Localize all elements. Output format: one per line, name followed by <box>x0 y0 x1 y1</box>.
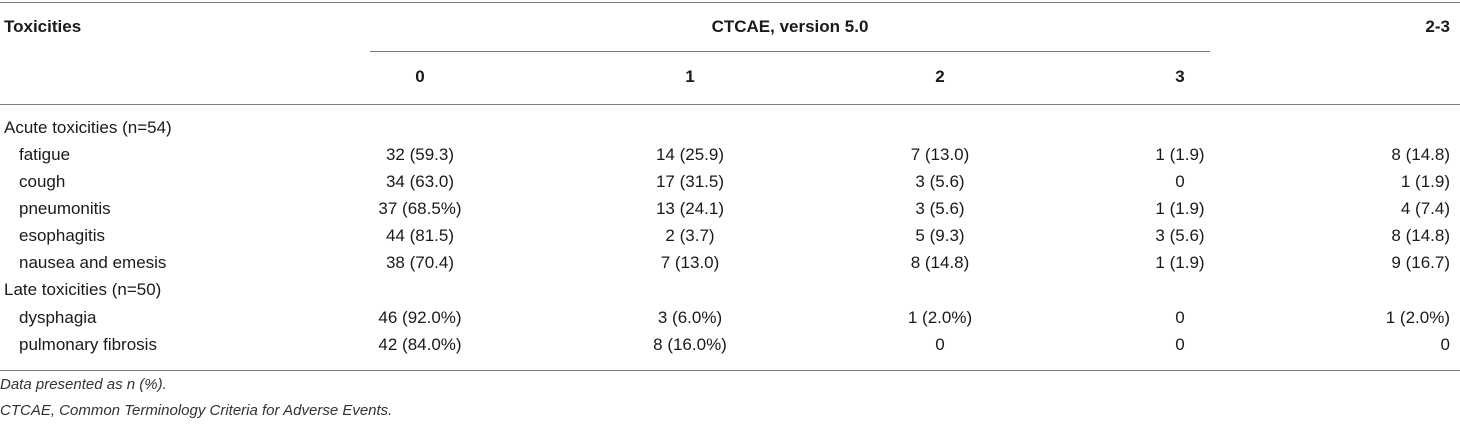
header-grade-2-3: 2-3 <box>1425 17 1450 36</box>
table-cell: 0 <box>935 335 945 354</box>
row-label: dysphagia <box>19 308 97 327</box>
header-bottom-rule <box>0 104 1460 105</box>
table-cell: 42 (84.0%) <box>378 335 462 354</box>
table-cell: 8 (14.8) <box>1391 226 1450 245</box>
header-grade-2: 2 <box>935 67 945 86</box>
table-cell: 1 (2.0%) <box>1385 308 1450 327</box>
table-cell: 0 <box>1175 308 1185 327</box>
section-title-acute: Acute toxicities (n=54) <box>4 118 172 137</box>
header-grade-3: 3 <box>1175 67 1185 86</box>
header-grade-1: 1 <box>685 67 695 86</box>
table-cell: 7 (13.0) <box>660 253 720 272</box>
table-cell: 3 (5.6) <box>1155 226 1205 245</box>
table-cell: 8 (14.8) <box>1391 145 1450 164</box>
table-cell: 5 (9.3) <box>915 226 965 245</box>
table-cell: 9 (16.7) <box>1391 253 1450 272</box>
table-bottom-rule <box>0 370 1460 371</box>
table-cell: 0 <box>1175 172 1185 191</box>
table-cell: 44 (81.5) <box>385 226 455 245</box>
footnote-ctcae-definition: CTCAE, Common Terminology Criteria for A… <box>0 402 393 419</box>
table-cell: 4 (7.4) <box>1400 199 1450 218</box>
table-cell: 3 (5.6) <box>915 172 965 191</box>
table-cell: 1 (1.9) <box>1155 253 1205 272</box>
table-cell: 34 (63.0) <box>385 172 455 191</box>
table-cell: 1 (2.0%) <box>907 308 973 327</box>
table-cell: 17 (31.5) <box>655 172 725 191</box>
table-cell: 13 (24.1) <box>655 199 725 218</box>
table-cell: 38 (70.4) <box>385 253 455 272</box>
table-cell: 8 (16.0%) <box>653 335 727 354</box>
row-label: esophagitis <box>19 226 106 245</box>
table-cell: 0 <box>1175 335 1185 354</box>
table-cell: 46 (92.0%) <box>378 308 462 327</box>
table-top-rule <box>0 2 1460 3</box>
row-label: pneumonitis <box>19 199 111 218</box>
row-label: nausea and emesis <box>19 253 167 272</box>
table-cell: 14 (25.9) <box>655 145 725 164</box>
table-cell: 32 (59.3) <box>385 145 455 164</box>
table-cell: 0 <box>1440 335 1450 354</box>
header-grade-0: 0 <box>415 67 425 86</box>
table-cell: 7 (13.0) <box>910 145 970 164</box>
footnote-data-format: Data presented as n (%). <box>0 376 167 393</box>
header-toxicities: Toxicities <box>4 17 82 36</box>
table-cell: 1 (1.9) <box>1155 145 1205 164</box>
row-label: cough <box>19 172 66 191</box>
section-title-late: Late toxicities (n=50) <box>4 280 162 299</box>
table-cell: 8 (14.8) <box>910 253 970 272</box>
row-label: pulmonary fibrosis <box>19 335 157 354</box>
header-ctcae-version: CTCAE, version 5.0 <box>711 17 869 36</box>
table-cell: 3 (5.6) <box>915 199 965 218</box>
table-cell: 1 (1.9) <box>1155 199 1205 218</box>
table-cell: 2 (3.7) <box>665 226 715 245</box>
row-label: fatigue <box>19 145 71 164</box>
table-cell: 1 (1.9) <box>1400 172 1450 191</box>
table-cell: 37 (68.5%) <box>378 199 462 218</box>
ctcae-span-rule <box>370 51 1210 52</box>
table-cell: 3 (6.0%) <box>657 308 723 327</box>
